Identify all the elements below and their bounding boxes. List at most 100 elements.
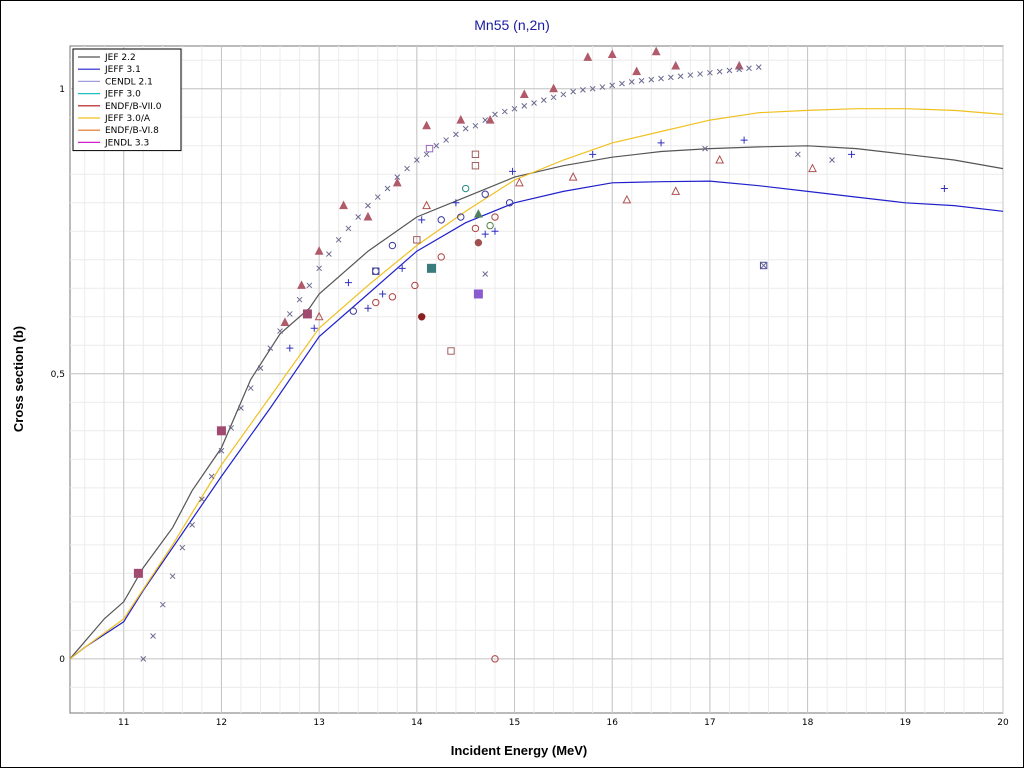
data-point-x — [238, 405, 244, 411]
y-tick-label: 1 — [59, 85, 65, 95]
legend-entry: JEF 2.2 — [104, 53, 136, 63]
data-point-open-square — [372, 267, 380, 275]
data-point-x — [482, 271, 489, 277]
legend-entry: ENDF/B-VII.0 — [105, 102, 162, 112]
legend-entry: CENDL 2.1 — [105, 77, 153, 87]
data-point-open-circle — [491, 213, 499, 221]
data-point-x — [413, 157, 420, 163]
data-point-filled-triangle — [651, 46, 661, 56]
data-point-filled-triangle — [392, 177, 402, 187]
data-point-x — [794, 151, 801, 158]
data-point-x — [540, 97, 547, 104]
data-point-x — [702, 145, 708, 152]
data-point-plus — [589, 150, 597, 158]
data-point-plus — [657, 139, 665, 147]
legend-entry: JEFF 3.0 — [104, 90, 141, 100]
data-point-open-triangle — [422, 200, 432, 210]
legend: JEF 2.2 JEFF 3.1 CENDL 2.1 JEFF 3.0 ENDF/B-V… — [72, 48, 182, 152]
data-point-filled-square — [426, 263, 436, 273]
data-point-x — [687, 72, 694, 78]
data-point-open-square — [471, 162, 480, 170]
data-point-x — [140, 655, 147, 662]
data-point-x — [355, 214, 362, 220]
x-tick-label: 19 — [900, 718, 912, 728]
data-point-open-triangle — [622, 194, 632, 204]
data-point-x — [570, 88, 576, 95]
data-point-x — [531, 100, 537, 106]
data-point-open-triangle — [314, 311, 324, 321]
data-point-filled-triangle — [632, 66, 642, 76]
data-point-filled-triangle — [314, 246, 324, 255]
data-point-x — [580, 87, 586, 93]
legend-entry: JEFF 3.1 — [104, 65, 141, 75]
data-point-x — [472, 122, 479, 129]
data-point-x — [482, 117, 489, 123]
data-point-open-triangle — [808, 163, 817, 173]
data-point-x — [159, 601, 166, 608]
data-point-x — [736, 66, 743, 73]
data-point-open-square — [447, 347, 455, 355]
data-point-x — [453, 131, 459, 138]
data-point-x — [667, 74, 674, 81]
data-point-x — [619, 80, 625, 87]
data-point-x — [638, 77, 645, 84]
series-line-jef-2-2 — [69, 145, 1004, 660]
data-point-filled-square — [216, 426, 226, 436]
data-point-x — [199, 496, 205, 503]
data-point-x — [521, 103, 528, 109]
data-point-plus — [286, 344, 294, 352]
data-point-x — [326, 251, 332, 257]
data-point-x — [511, 105, 518, 112]
data-point-filled-square — [302, 309, 312, 319]
data-point-filled-circle — [418, 313, 426, 321]
y-axis-title: Cross section (b) — [11, 326, 26, 432]
data-point-open-circle — [372, 298, 380, 307]
data-point-x — [433, 142, 440, 149]
data-point-x — [492, 111, 498, 118]
data-point-plus — [940, 185, 948, 193]
data-point-plus — [491, 227, 499, 235]
data-point-open-circle — [437, 216, 445, 224]
data-point-x — [658, 75, 664, 82]
data-point-open-circle — [411, 281, 419, 290]
legend-entry: JENDL 3.3 — [104, 138, 149, 148]
data-point-plus — [509, 167, 517, 175]
data-point-x — [707, 69, 713, 76]
y-tick-label: 0 — [59, 655, 65, 665]
data-point-x — [443, 137, 449, 143]
data-point-x — [179, 544, 186, 551]
data-point-x — [374, 194, 381, 200]
series-line-jeff-3-1 — [69, 180, 1004, 660]
data-point-plus — [398, 264, 406, 272]
x-tick-label: 18 — [802, 718, 814, 728]
data-point-x — [501, 108, 508, 115]
data-point-open-square — [471, 150, 480, 159]
data-point-x — [677, 73, 684, 80]
data-point-open-square — [425, 144, 434, 153]
data-point-x — [208, 473, 215, 480]
x-tick-label: 15 — [509, 718, 520, 728]
data-point-open-triangle — [514, 177, 524, 187]
data-point-x — [560, 91, 567, 98]
data-point-x — [316, 265, 322, 272]
series-line-jeff-3-0-a — [69, 108, 1004, 660]
data-point-open-square — [759, 261, 768, 270]
data-point-x — [755, 64, 762, 70]
data-point-filled-triangle — [339, 200, 348, 210]
x-tick-label: 17 — [704, 718, 715, 728]
data-point-filled-square — [473, 289, 483, 299]
data-point-filled-circle — [474, 238, 483, 247]
data-point-x — [384, 185, 391, 192]
data-point-plus — [452, 199, 460, 207]
data-point-filled-triangle — [297, 280, 306, 289]
data-point-x — [628, 79, 635, 85]
data-point-x — [335, 236, 342, 243]
data-point-x — [423, 151, 430, 158]
series-lines — [69, 108, 1004, 660]
data-point-filled-triangle — [671, 60, 681, 70]
grid — [70, 46, 1004, 713]
x-tick-label: 11 — [118, 718, 129, 728]
data-point-x — [257, 365, 264, 371]
